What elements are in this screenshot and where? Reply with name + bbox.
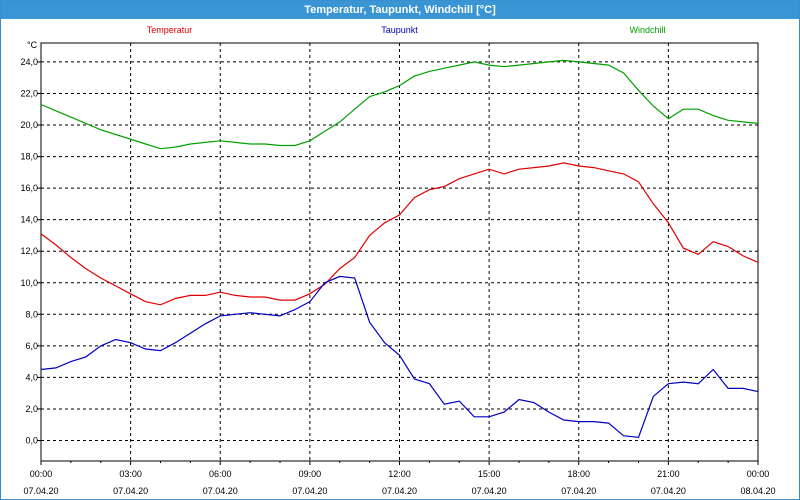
y-tick-label: 12,0 [20,246,38,256]
x-tick-time: 00:00 [30,469,53,479]
x-tick-date: 07.04.20 [23,486,58,496]
y-tick-label: 4,0 [25,372,38,382]
series-line-windchill [40,59,759,150]
x-tick-date: 07.04.20 [113,486,148,496]
x-tick-date: 07.04.20 [382,486,417,496]
series-line-temperatur [40,162,759,306]
x-tick-time: 09:00 [299,469,322,479]
x-tick-date: 08.04.20 [740,486,775,496]
x-tick-time: 00:00 [747,469,770,479]
x-tick-time: 12:00 [388,469,411,479]
series-line-taupunkt [40,275,759,438]
x-tick-date: 07.04.20 [292,486,327,496]
x-tick-date: 07.04.20 [561,486,596,496]
y-tick-label: 10,0 [20,278,38,288]
y-tick-label: 6,0 [25,341,38,351]
y-tick-label: 0,0 [25,435,38,445]
x-tick-time: 21:00 [657,469,680,479]
window-title: Temperatur, Taupunkt, Windchill [°C] [1,1,799,19]
y-tick-label: 22,0 [20,88,38,98]
y-tick-label: 16,0 [20,183,38,193]
x-tick-date: 07.04.20 [651,486,686,496]
y-tick-label: 24,0 [20,57,38,67]
legend-taupunkt: Taupunkt [381,25,418,35]
plot-frame [40,42,759,462]
y-tick-label: 2,0 [25,404,38,414]
legend-temperatur: Temperatur [147,25,193,35]
y-tick-label: 18,0 [20,152,38,162]
x-tick-time: 15:00 [478,469,501,479]
y-tick-label: 8,0 [25,309,38,319]
legend-windchill: Windchill [629,25,665,35]
y-tick-label: 14,0 [20,215,38,225]
x-tick-time: 06:00 [209,469,232,479]
x-tick-time: 18:00 [567,469,590,479]
y-axis-unit: °C [27,40,38,50]
x-tick-date: 07.04.20 [472,486,507,496]
x-tick-time: 03:00 [119,469,142,479]
y-tick-label: 20,0 [20,120,38,130]
x-tick-date: 07.04.20 [203,486,238,496]
